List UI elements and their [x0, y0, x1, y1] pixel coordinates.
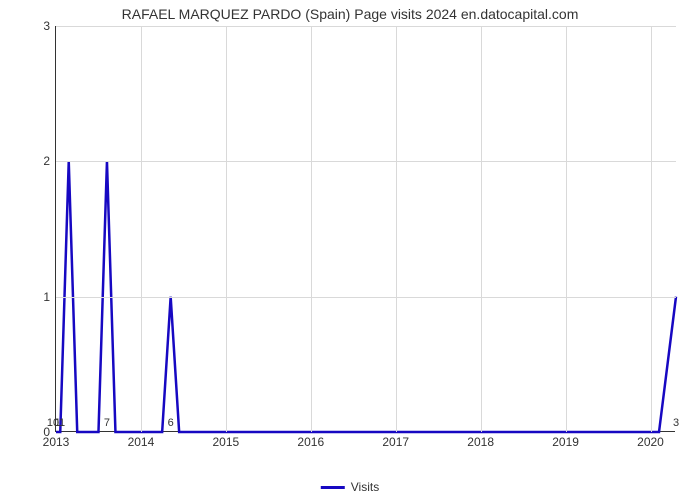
grid-line-vertical [651, 26, 652, 432]
y-tick-label: 1 [43, 290, 56, 304]
x-tick-label: 2014 [128, 431, 155, 449]
x-tick-label: 2019 [552, 431, 579, 449]
y-tick-label: 2 [43, 154, 56, 168]
point-label: 7 [104, 417, 110, 429]
grid-line-horizontal [56, 297, 676, 298]
point-label: 1 [55, 417, 61, 429]
line-series [56, 26, 676, 432]
grid-line-horizontal [56, 26, 676, 27]
legend-label: Visits [351, 480, 379, 494]
x-tick-label: 2018 [467, 431, 494, 449]
point-label: 3 [673, 417, 679, 429]
x-tick-label: 2015 [213, 431, 240, 449]
y-tick-label: 3 [43, 19, 56, 33]
x-tick-label: 2020 [637, 431, 664, 449]
grid-line-vertical [311, 26, 312, 432]
grid-line-vertical [481, 26, 482, 432]
x-tick-label: 2013 [43, 431, 70, 449]
point-label: 6 [168, 417, 174, 429]
grid-line-horizontal [56, 161, 676, 162]
grid-line-vertical [226, 26, 227, 432]
legend: Visits [321, 480, 379, 494]
grid-line-vertical [566, 26, 567, 432]
legend-swatch [321, 486, 345, 489]
plot-area: 0123201320142015201620172018201920201011… [55, 26, 675, 432]
x-tick-label: 2016 [297, 431, 324, 449]
chart-container: RAFAEL MARQUEZ PARDO (Spain) Page visits… [0, 0, 700, 500]
grid-line-vertical [396, 26, 397, 432]
x-tick-label: 2017 [382, 431, 409, 449]
grid-line-vertical [141, 26, 142, 432]
chart-title: RAFAEL MARQUEZ PARDO (Spain) Page visits… [0, 6, 700, 22]
